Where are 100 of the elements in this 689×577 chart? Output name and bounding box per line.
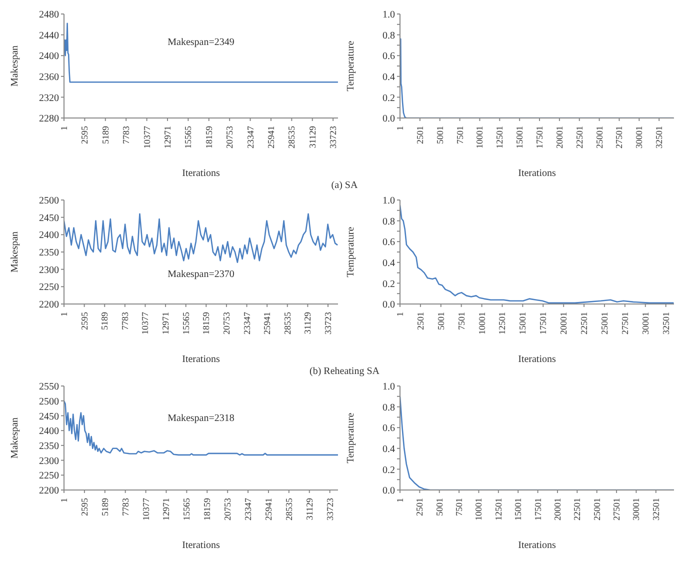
- x-tick-label: 17501: [538, 312, 548, 334]
- x-axis-title: Iterations: [182, 354, 220, 365]
- x-tick-label: 31129: [302, 312, 313, 334]
- x-tick-label: 17501: [532, 498, 543, 520]
- x-tick-label: 7783: [121, 126, 132, 144]
- text: (b) Reheating SA: [308, 366, 380, 379]
- x-tick-label: 1: [395, 498, 405, 502]
- x-tick-label: 25941: [266, 126, 276, 148]
- y-tick-label: 1.0: [382, 10, 395, 21]
- x-tick-label: 15565: [182, 498, 192, 520]
- x-tick-label: 10377: [142, 126, 152, 148]
- y-tick-label: 2400: [39, 51, 59, 62]
- x-tick-label: 23347: [243, 498, 254, 520]
- y-tick-label: 0.4: [382, 258, 395, 269]
- x-tick-label: 20753: [221, 312, 232, 334]
- y-tick-label: 2300: [39, 264, 59, 276]
- x-tick-label: 15001: [518, 312, 528, 334]
- x-tick-label: 25941: [262, 312, 272, 334]
- x-axis-title: Iterations: [518, 354, 556, 365]
- y-axis-title: Temperature: [346, 40, 357, 92]
- y-tick-label: 2400: [39, 230, 59, 242]
- y-tick-label: 2300: [39, 456, 59, 467]
- x-tick-label: 20753: [224, 126, 235, 148]
- y-tick-label: 0.6: [382, 237, 395, 248]
- x-tick-label: 30001: [634, 126, 644, 148]
- x-tick-label: 5189: [100, 126, 110, 144]
- x-tick-label: 28535: [282, 312, 292, 334]
- y-tick-label: 0.8: [382, 216, 395, 228]
- x-axis-title: Iterations: [518, 540, 556, 551]
- y-tick-label: 2500: [39, 396, 59, 408]
- x-tick-label: 20001: [554, 126, 564, 148]
- x-tick-label: 23347: [242, 312, 252, 334]
- y-tick-label: 0.0: [382, 486, 395, 497]
- line-series: [64, 213, 338, 264]
- x-axis-title: Iterations: [518, 168, 556, 179]
- y-tick-label: 2200: [39, 300, 59, 311]
- y-tick-label: 2550: [39, 382, 59, 393]
- y-tick-label: 0.0: [382, 114, 395, 125]
- x-tick-label: 30001: [631, 498, 642, 520]
- x-tick-label: 25001: [592, 498, 602, 520]
- y-tick-label: 2450: [39, 212, 59, 224]
- y-tick-label: 0.8: [382, 30, 395, 42]
- x-tick-label: 32501: [650, 498, 661, 520]
- y-tick-label: 2450: [39, 411, 59, 422]
- x-tick-label: 20753: [222, 498, 233, 520]
- y-tick-label: 2350: [39, 248, 59, 259]
- x-tick-label: 10001: [474, 126, 485, 148]
- y-tick-label: 0.4: [382, 72, 395, 83]
- x-tick-label: 15565: [183, 126, 194, 148]
- x-tick-label: 33723: [328, 126, 338, 148]
- x-tick-label: 2595: [80, 126, 90, 144]
- x-tick-label: 1: [395, 126, 405, 130]
- y-tick-label: 1.0: [382, 382, 395, 393]
- y-tick-label: 2400: [39, 426, 59, 438]
- x-tick-label: 5001: [434, 498, 444, 516]
- y-tick-label: 0.2: [382, 278, 395, 290]
- y-tick-label: 2280: [39, 114, 59, 125]
- x-tick-label: 7501: [456, 312, 466, 330]
- x-tick-label: 25001: [599, 312, 610, 334]
- x-tick-label: 15565: [180, 312, 191, 334]
- x-tick-label: 1: [59, 498, 69, 502]
- x-tick-label: 2501: [414, 126, 425, 144]
- x-tick-label: 23347: [245, 126, 256, 148]
- x-tick-label: 10001: [474, 498, 484, 520]
- x-tick-label: 17501: [534, 126, 545, 148]
- x-tick-label: 33723: [323, 312, 334, 334]
- x-tick-label: 10001: [476, 312, 487, 334]
- y-tick-label: 0.4: [382, 444, 395, 455]
- x-tick-label: 5001: [434, 126, 445, 144]
- x-tick-label: 5189: [100, 312, 110, 330]
- x-tick-label: 12501: [493, 498, 504, 520]
- annotation: Makespan=2349: [166, 37, 236, 50]
- x-tick-label: 18159: [202, 498, 212, 520]
- x-tick-label: 10377: [140, 312, 150, 334]
- x-tick-label: 33723: [324, 498, 335, 520]
- text: (a) SA: [330, 180, 359, 193]
- x-tick-label: 12501: [494, 126, 505, 148]
- x-tick-label: 22501: [574, 126, 584, 148]
- y-tick-label: 0.0: [382, 300, 395, 311]
- x-tick-label: 28535: [284, 498, 294, 520]
- x-tick-label: 15001: [513, 498, 524, 520]
- x-tick-label: 20001: [558, 312, 569, 334]
- annotation: Makespan=2370: [166, 268, 236, 281]
- x-tick-label: 2501: [415, 312, 426, 330]
- y-tick-label: 2200: [39, 486, 59, 497]
- x-tick-label: 15001: [514, 126, 525, 148]
- x-tick-label: 2501: [414, 498, 425, 516]
- y-axis-title: Temperature: [346, 412, 357, 464]
- x-tick-label: 5189: [100, 498, 110, 516]
- x-tick-label: 10377: [140, 498, 151, 520]
- x-tick-label: 7783: [120, 498, 130, 516]
- x-tick-label: 12971: [162, 126, 172, 148]
- y-tick-label: 0.6: [382, 423, 395, 434]
- y-axis-title: Makespan: [10, 417, 21, 459]
- annotation: Makespan=2318: [166, 413, 236, 426]
- x-tick-label: 1: [395, 312, 405, 316]
- x-tick-label: 31129: [304, 498, 314, 520]
- y-axis-title: Makespan: [10, 45, 21, 87]
- y-tick-label: 1.0: [382, 196, 395, 207]
- x-tick-label: 27501: [620, 312, 630, 334]
